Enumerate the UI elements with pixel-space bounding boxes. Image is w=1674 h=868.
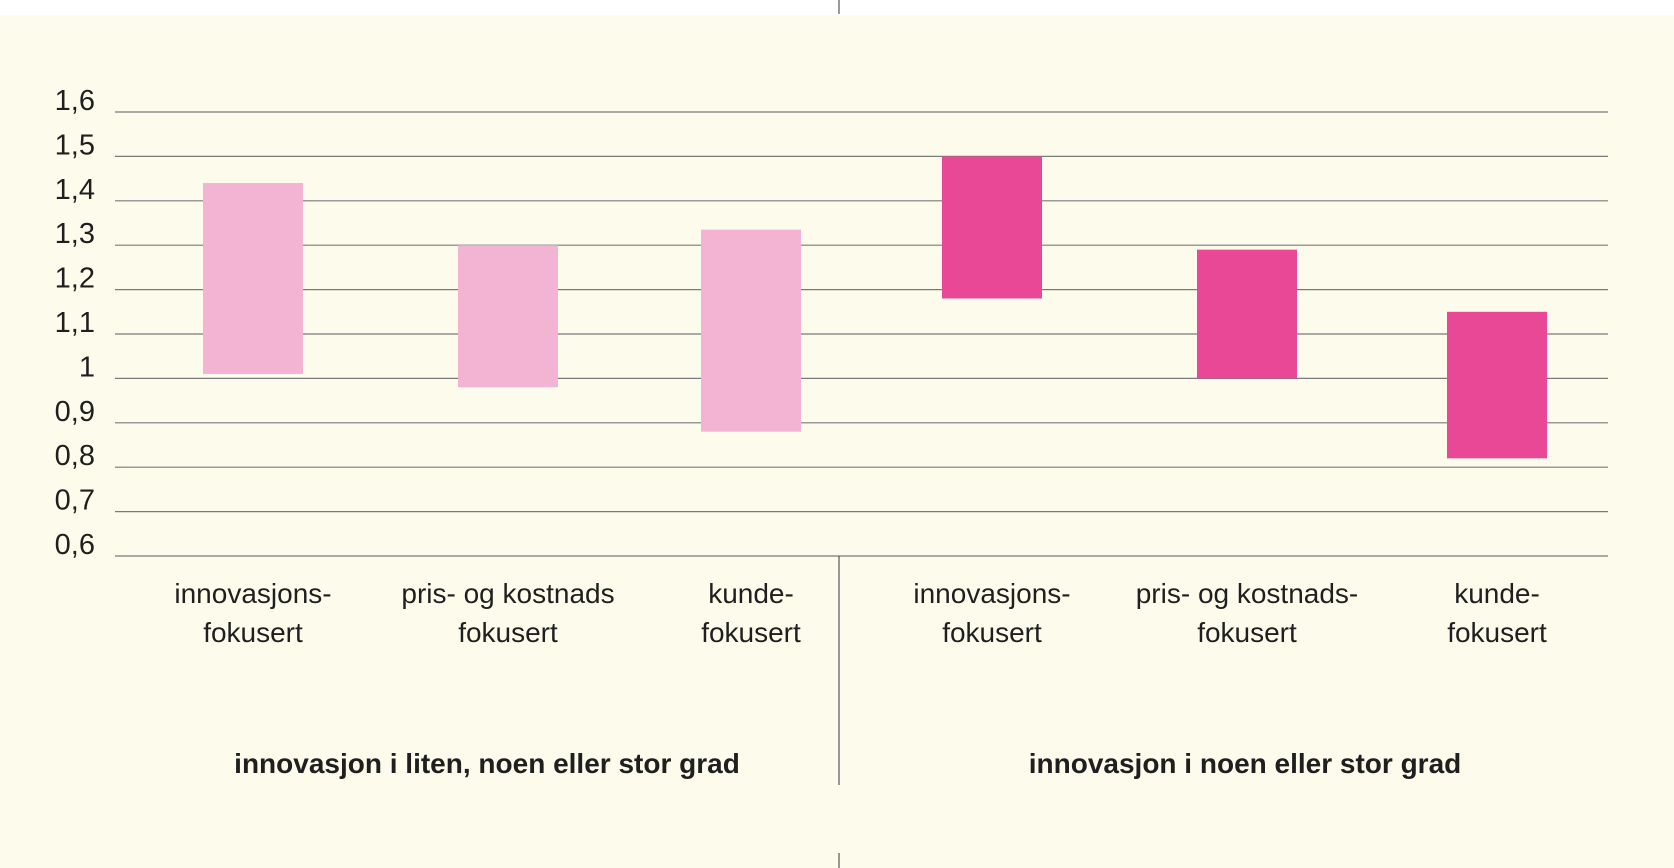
y-tick-label: 1,3 (55, 218, 95, 250)
y-tick-label: 1,2 (55, 263, 95, 295)
category-label: kunde- (1454, 578, 1540, 609)
category-label: innovasjons- (174, 578, 331, 609)
y-tick-label: 0,9 (55, 396, 95, 428)
y-tick-label: 1,4 (55, 174, 95, 206)
y-tick-label: 1 (79, 351, 95, 383)
category-label: fokusert (1447, 617, 1547, 648)
chart-panel (0, 15, 1674, 868)
category-label: fokusert (701, 617, 801, 648)
y-tick-label: 0,6 (55, 529, 95, 561)
y-tick-label: 1,5 (55, 129, 95, 161)
range-bar (701, 229, 801, 432)
range-bar (458, 245, 558, 388)
group-label: innovasjon i liten, noen eller stor grad (234, 748, 740, 779)
category-label: fokusert (942, 617, 1042, 648)
category-label: fokusert (1197, 617, 1297, 648)
category-label: innovasjons- (913, 578, 1070, 609)
range-bars (203, 156, 1547, 459)
range-bar (1447, 311, 1547, 459)
y-tick-label: 0,8 (55, 440, 95, 472)
y-tick-label: 1,6 (55, 85, 95, 117)
y-axis-ticks: 0,6 0,7 0,8 0,9 1 1,1 1,2 1,3 1,4 1,5 1,6 (55, 85, 95, 561)
category-label: fokusert (203, 617, 303, 648)
category-label: pris- og kostnads (401, 578, 614, 609)
group-labels: innovasjon i liten, noen eller stor grad… (234, 748, 1461, 779)
y-tick-label: 1,1 (55, 307, 95, 339)
category-label: fokusert (458, 617, 558, 648)
category-label: kunde- (708, 578, 794, 609)
gridlines (115, 111, 1608, 557)
category-label: pris- og kostnads- (1136, 578, 1359, 609)
range-bar (203, 183, 303, 374)
category-labels: innovasjons-fokusert pris- og kostnads fok… (174, 578, 1547, 648)
range-bar (942, 156, 1042, 299)
range-bar (1197, 249, 1297, 379)
y-tick-label: 0,7 (55, 485, 95, 517)
group-label: innovasjon i noen eller stor grad (1029, 748, 1462, 779)
